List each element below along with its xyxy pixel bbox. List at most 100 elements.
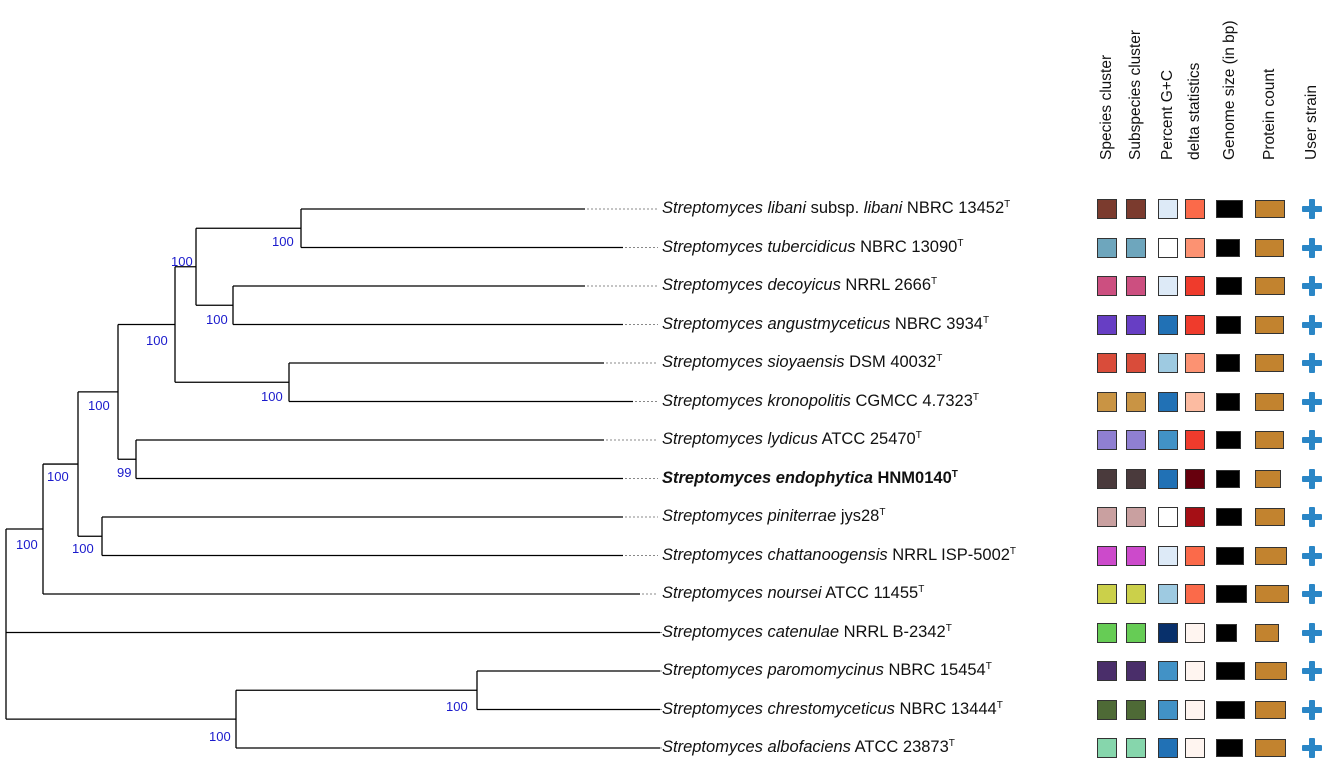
species-cluster-cell	[1097, 430, 1117, 450]
subspecies-cluster-cell	[1126, 430, 1146, 450]
species-name: Streptomyces noursei	[662, 584, 822, 602]
genome-size-bar	[1216, 238, 1240, 257]
user-strain-plus-icon	[1302, 661, 1322, 681]
species-cluster-cell	[1097, 391, 1117, 412]
protein-count-bar	[1255, 662, 1287, 680]
genome-size-bar	[1216, 700, 1245, 719]
user-strain-plus-icon	[1302, 237, 1322, 258]
gc-percent-cell	[1158, 314, 1178, 335]
user-strain-plus-icon	[1302, 507, 1322, 527]
support-value: 100	[206, 312, 228, 327]
gc-percent-cell	[1158, 738, 1178, 758]
protein-count-bar	[1255, 585, 1289, 603]
taxon-label: Streptomyces sioyaensis DSM 40032T	[662, 352, 942, 372]
gc-percent-cell	[1158, 584, 1178, 604]
gc-percent-cell	[1158, 353, 1178, 373]
species-name: Streptomyces libani	[662, 199, 806, 217]
column-header-text: Species cluster	[1098, 54, 1115, 160]
support-value: 100	[261, 389, 283, 404]
support-value: 100	[16, 537, 38, 552]
subspecies-cluster-cell	[1126, 353, 1146, 373]
delta-statistics-cell	[1185, 391, 1205, 412]
protein-count-bar	[1255, 200, 1285, 218]
genome-size-bar	[1216, 392, 1240, 411]
genome-size-bar	[1216, 585, 1247, 603]
type-strain-mark: T	[972, 391, 979, 403]
column-header-text: Percent G+C	[1159, 69, 1176, 160]
strain-id: NBRC 15454	[883, 661, 986, 679]
genome-size-bar	[1216, 508, 1242, 526]
type-strain-mark: T	[982, 314, 990, 326]
column-header-text: delta statistics	[1186, 62, 1203, 160]
species-name: Streptomyces sioyaensis	[662, 353, 845, 371]
protein-count-bar	[1255, 739, 1286, 757]
subspecies-cluster-cell	[1126, 199, 1146, 219]
user-strain-plus-icon	[1302, 276, 1322, 296]
user-strain-plus-icon	[1302, 738, 1322, 758]
column-header: Subspecies cluster	[1124, 8, 1148, 178]
species-name: Streptomyces angustmyceticus	[662, 314, 891, 333]
species-cluster-cell	[1097, 622, 1117, 643]
species-cluster-cell	[1097, 661, 1117, 681]
delta-statistics-cell	[1185, 468, 1205, 489]
strain-id: NBRC 3934	[890, 314, 983, 333]
taxon-label: Streptomyces libani subsp. libani NBRC 1…	[662, 198, 1010, 218]
species-cluster-cell	[1097, 314, 1117, 335]
genome-size-bar	[1216, 662, 1245, 680]
protein-count-bar	[1255, 546, 1287, 565]
species-cluster-cell	[1097, 276, 1117, 296]
user-strain-plus-icon	[1302, 622, 1322, 643]
subspecies-cluster-cell	[1126, 314, 1146, 335]
species-name: Streptomyces piniterrae	[662, 507, 837, 525]
support-value: 100	[171, 254, 193, 269]
gc-percent-cell	[1158, 237, 1178, 258]
genome-size-bar	[1216, 469, 1240, 488]
protein-count-bar	[1255, 277, 1285, 295]
taxon-label: Streptomyces albofaciens ATCC 23873T	[662, 737, 955, 757]
species-name: Streptomyces albofaciens	[662, 738, 851, 756]
species-name: Streptomyces lydicus	[662, 430, 818, 448]
gc-percent-cell	[1158, 391, 1178, 412]
user-strain-plus-icon	[1302, 391, 1322, 412]
column-header-text: Protein count	[1261, 68, 1278, 160]
type-strain-mark: T	[1004, 199, 1011, 210]
species-name: Streptomyces chattanoogensis	[662, 545, 888, 564]
delta-statistics-cell	[1185, 738, 1205, 758]
strain-id: jys28	[836, 507, 880, 525]
species-name: Streptomyces decoyicus	[662, 276, 841, 294]
support-value: 99	[117, 465, 131, 480]
subspecies-cluster-cell	[1126, 237, 1146, 258]
type-strain-mark: T	[985, 661, 992, 672]
species-name: Streptomyces kronopolitis	[662, 391, 851, 410]
subspecies-cluster-cell	[1126, 276, 1146, 296]
strain-id: DSM 40032	[844, 353, 937, 371]
gc-percent-cell	[1158, 507, 1178, 527]
taxon-label: Streptomyces decoyicus NRRL 2666T	[662, 275, 937, 295]
support-value: 100	[88, 398, 110, 413]
taxon-label: Streptomyces chattanoogensis NRRL ISP-50…	[662, 545, 1016, 565]
gc-percent-cell	[1158, 622, 1178, 643]
support-value: 100	[446, 699, 468, 714]
taxon-label: Streptomyces angustmyceticus NBRC 3934T	[662, 314, 989, 334]
species-name: Streptomyces tubercidicus	[662, 237, 856, 256]
type-strain-mark: T	[918, 584, 925, 595]
gc-percent-cell	[1158, 699, 1178, 720]
delta-statistics-cell	[1185, 430, 1205, 450]
species-name: Streptomyces chrestomyceticus	[662, 699, 895, 718]
column-header: User strain	[1300, 8, 1324, 178]
type-strain-mark: T	[915, 430, 922, 441]
subspecies-cluster-cell	[1126, 391, 1146, 412]
type-strain-mark: T	[996, 699, 1003, 711]
column-header: Protein count	[1258, 8, 1282, 178]
taxon-label: Streptomyces chrestomyceticus NBRC 13444…	[662, 699, 1003, 719]
gc-percent-cell	[1158, 661, 1178, 681]
user-strain-plus-icon	[1302, 199, 1322, 219]
gc-percent-cell	[1158, 430, 1178, 450]
subspecies-cluster-cell	[1126, 738, 1146, 758]
type-strain-mark: T	[879, 507, 886, 518]
taxon-label: Streptomyces endophytica HNM0140T	[662, 468, 958, 488]
genome-size-bar	[1216, 277, 1242, 295]
user-strain-plus-icon	[1302, 430, 1322, 450]
user-strain-plus-icon	[1302, 545, 1322, 566]
